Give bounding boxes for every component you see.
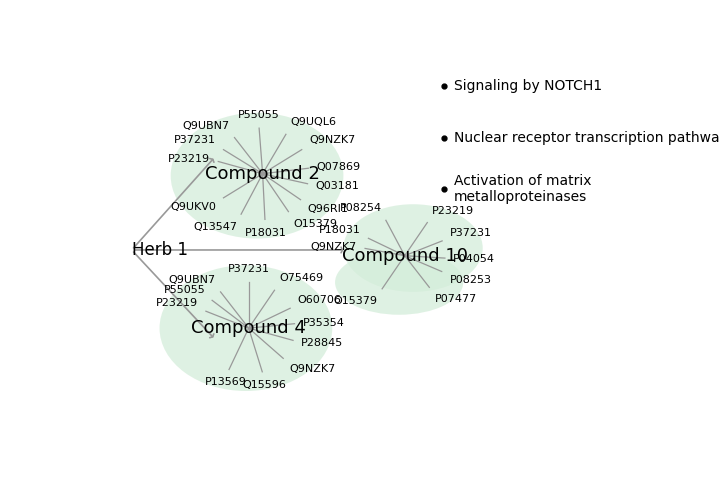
Text: P08254: P08254 <box>340 203 382 213</box>
Text: P37231: P37231 <box>450 228 492 238</box>
Ellipse shape <box>344 204 482 292</box>
Text: P35354: P35354 <box>303 318 345 328</box>
Text: P08253: P08253 <box>449 275 492 285</box>
Text: P04054: P04054 <box>454 253 495 264</box>
Text: Q96RI1: Q96RI1 <box>308 204 349 214</box>
Text: P13569: P13569 <box>204 377 247 387</box>
Text: P07477: P07477 <box>434 294 477 304</box>
Text: P23219: P23219 <box>168 154 210 164</box>
Text: P55055: P55055 <box>164 285 206 295</box>
Text: Q9UBN7: Q9UBN7 <box>168 275 216 285</box>
Text: P23219: P23219 <box>432 205 474 216</box>
Text: P28845: P28845 <box>301 338 344 347</box>
Text: O15379: O15379 <box>293 219 337 229</box>
Text: Q07869: Q07869 <box>316 162 361 172</box>
Text: Compound 2: Compound 2 <box>205 165 320 183</box>
Text: Q9NZK7: Q9NZK7 <box>311 242 357 252</box>
Text: Compound 4: Compound 4 <box>191 319 306 337</box>
Text: Q13547: Q13547 <box>193 222 237 232</box>
Text: Q9NZK7: Q9NZK7 <box>290 364 336 374</box>
Text: Q03181: Q03181 <box>316 181 360 191</box>
Ellipse shape <box>170 113 344 239</box>
Text: Q15596: Q15596 <box>243 380 287 390</box>
Text: P23219: P23219 <box>156 298 198 308</box>
Text: O15379: O15379 <box>334 296 377 306</box>
Text: Q9UQL6: Q9UQL6 <box>290 117 336 127</box>
Text: O75469: O75469 <box>279 273 324 283</box>
Text: P18031: P18031 <box>244 228 286 238</box>
Text: P37231: P37231 <box>228 264 270 274</box>
Text: O60706: O60706 <box>298 295 342 304</box>
Ellipse shape <box>335 250 463 315</box>
Text: Activation of matrix
metalloproteinases: Activation of matrix metalloproteinases <box>454 174 591 204</box>
Text: P18031: P18031 <box>319 225 361 235</box>
Text: Compound 10: Compound 10 <box>342 247 467 265</box>
Text: P37231: P37231 <box>174 135 216 145</box>
Text: Signaling by NOTCH1: Signaling by NOTCH1 <box>454 79 602 93</box>
Text: Herb 1: Herb 1 <box>132 241 188 259</box>
Text: Q9UBN7: Q9UBN7 <box>182 121 229 131</box>
Text: Q9UKV0: Q9UKV0 <box>170 202 216 212</box>
Ellipse shape <box>160 265 332 391</box>
Text: Q9NZK7: Q9NZK7 <box>309 135 355 145</box>
Text: Nuclear receptor transcription pathway: Nuclear receptor transcription pathway <box>454 131 719 145</box>
Text: P55055: P55055 <box>237 110 280 120</box>
